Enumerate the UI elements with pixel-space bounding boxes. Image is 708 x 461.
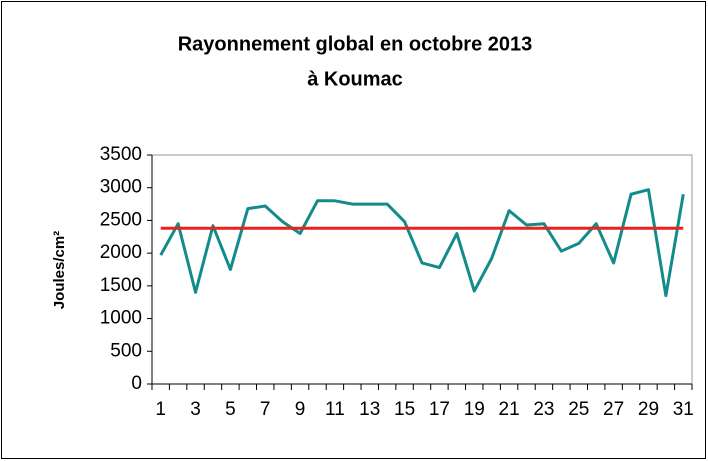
x-tick-label: 27 [603, 399, 624, 420]
x-tick-label: 31 [673, 399, 694, 420]
x-tick-label: 9 [295, 399, 306, 420]
x-tick-label: 11 [325, 399, 345, 420]
y-tick-label: 3000 [100, 177, 142, 198]
y-axis-label: Joules/cm² [51, 231, 68, 309]
x-tick-label: 29 [638, 399, 659, 420]
x-tick-label: 17 [429, 399, 450, 420]
x-tick-label: 25 [568, 399, 589, 420]
x-tick-label: 15 [394, 399, 415, 420]
x-tick-label: 1 [155, 399, 166, 420]
x-tick-label: 3 [190, 399, 201, 420]
x-tick-label: 19 [464, 399, 485, 420]
y-tick-label: 1500 [100, 275, 142, 296]
x-tick-label: 23 [533, 399, 554, 420]
x-tick-label: 21 [499, 399, 520, 420]
y-tick-label: 2000 [100, 242, 142, 263]
chart-title: Rayonnement global en octobre 2013 [178, 33, 533, 55]
x-tick-label: 7 [260, 399, 271, 420]
y-tick-label: 500 [110, 340, 142, 361]
y-tick-label: 3500 [100, 144, 142, 165]
line-series [159, 188, 685, 298]
y-tick-label: 0 [131, 373, 142, 394]
y-tick-label: 2500 [100, 209, 142, 230]
y-tick-label: 1000 [100, 308, 142, 329]
plot-area [151, 154, 693, 385]
x-tick-label: 13 [359, 399, 380, 420]
chart-title: à Koumac [307, 68, 403, 90]
x-tick-label: 5 [225, 399, 236, 420]
